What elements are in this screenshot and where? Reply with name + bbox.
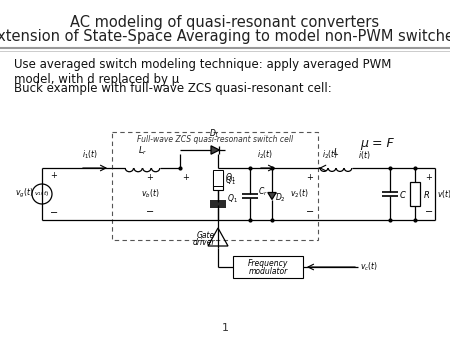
Text: Frequency: Frequency xyxy=(248,260,288,268)
Text: +: + xyxy=(306,173,314,182)
Text: −: − xyxy=(50,208,58,218)
Bar xyxy=(213,170,223,186)
Text: $v_g(t)$: $v_g(t)$ xyxy=(15,187,33,199)
Text: AC modeling of quasi-resonant converters: AC modeling of quasi-resonant converters xyxy=(71,15,379,30)
Text: Use averaged switch modeling technique: apply averaged PWM
model, with d replace: Use averaged switch modeling technique: … xyxy=(14,58,392,86)
Text: $R$: $R$ xyxy=(423,189,430,199)
Text: $C$: $C$ xyxy=(399,189,407,199)
Text: $D_2$: $D_2$ xyxy=(275,192,286,204)
Text: Extension of State-Space Averaging to model non-PWM switches: Extension of State-Space Averaging to mo… xyxy=(0,29,450,44)
Text: $C_r$...: $C_r$... xyxy=(225,207,238,215)
Text: $Q_1$: $Q_1$ xyxy=(225,172,236,184)
Text: $v_1(t)$: $v_1(t)$ xyxy=(34,190,50,198)
Text: Buck example with full-wave ZCS quasi-resonant cell:: Buck example with full-wave ZCS quasi-re… xyxy=(14,82,332,95)
Text: $L_r$: $L_r$ xyxy=(138,145,147,157)
Text: +: + xyxy=(147,173,153,182)
Text: μ = F: μ = F xyxy=(360,137,394,150)
Text: $D_1$: $D_1$ xyxy=(209,127,219,140)
Bar xyxy=(410,182,420,206)
Text: $C_r$: $C_r$ xyxy=(258,186,268,198)
Text: $i_1(t)$: $i_1(t)$ xyxy=(82,148,98,161)
Text: driver: driver xyxy=(193,238,215,247)
Text: −: − xyxy=(306,207,314,217)
Text: $i_{2}(t)$: $i_{2}(t)$ xyxy=(257,148,273,161)
Polygon shape xyxy=(268,193,276,199)
Text: $i_2(t)$: $i_2(t)$ xyxy=(322,148,338,161)
Text: Full-wave ZCS quasi-resonant switch cell: Full-wave ZCS quasi-resonant switch cell xyxy=(137,135,293,144)
Polygon shape xyxy=(211,146,220,154)
Text: $i(t)$: $i(t)$ xyxy=(358,149,370,161)
Text: $L$: $L$ xyxy=(333,146,339,157)
Text: −: − xyxy=(146,207,154,217)
Bar xyxy=(213,171,223,190)
Text: 1: 1 xyxy=(221,323,229,333)
Text: $Q_1$: $Q_1$ xyxy=(227,193,238,205)
Text: +: + xyxy=(182,173,189,182)
Bar xyxy=(233,256,303,278)
Text: +: + xyxy=(50,171,58,180)
Text: $v_c(t)$: $v_c(t)$ xyxy=(360,261,378,273)
Text: +: + xyxy=(426,173,432,182)
Text: modulator: modulator xyxy=(248,267,288,276)
Text: $v_b(t)$: $v_b(t)$ xyxy=(141,188,159,200)
Text: $v_2(t)$: $v_2(t)$ xyxy=(290,188,308,200)
Text: −: − xyxy=(425,207,433,217)
Text: $Q_1$: $Q_1$ xyxy=(225,174,236,187)
Text: $v(t)$: $v(t)$ xyxy=(437,188,450,200)
Text: Gate: Gate xyxy=(197,231,215,240)
